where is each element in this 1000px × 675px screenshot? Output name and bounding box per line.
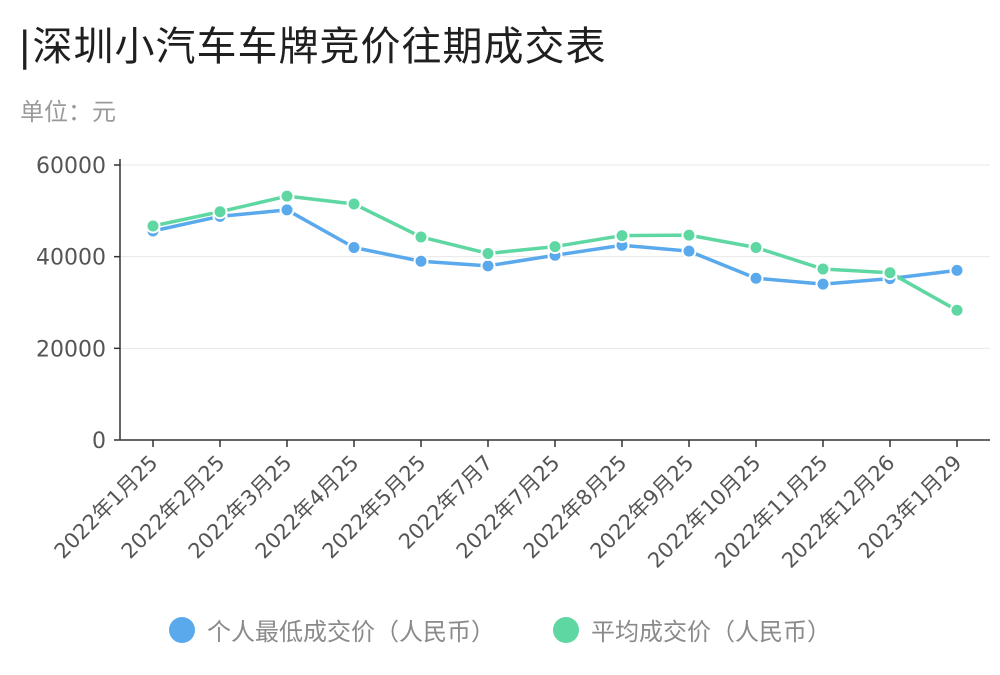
series-2-point-5 [480,245,496,261]
y-tick-label-0: 0 [92,429,106,454]
series-1-point-5 [480,258,496,274]
chart-legend: 个人最低成交价（人民币） 平均成交价（人民币） [0,612,1000,647]
legend-label-series-1: 个人最低成交价（人民币） [207,618,495,646]
series-2-point-1 [212,204,228,220]
x-tick-label-11: 2022年12月26 [777,451,899,573]
series-1-point-8 [681,243,697,259]
series-1-point-9 [748,270,764,286]
series-2-point-3 [346,196,362,212]
series-2-point-0 [145,218,161,234]
chart-subtitle-unit: 单位：元 [20,98,116,126]
line-chart: 02000040000600002022年1月252022年2月252022年3… [36,154,990,573]
series-2-point-7 [614,228,630,244]
legend-swatch-series-1 [169,616,195,643]
x-tick-label-10: 2022年11月25 [710,451,832,573]
y-tick-label-1: 20000 [36,337,106,362]
legend-label-series-2: 平均成交价（人民币） [591,618,831,646]
series-2-point-11 [882,265,898,281]
series-2-point-8 [681,227,697,243]
series-1-point-4 [413,253,429,269]
y-tick-label-3: 60000 [36,154,106,179]
series-1-point-12 [949,262,965,278]
series-1-point-10 [815,276,831,292]
x-tick-label-9: 2022年10月25 [643,451,765,573]
legend-item-series-1[interactable]: 个人最低成交价（人民币） [169,612,495,647]
series-2-point-4 [413,229,429,245]
series-2-point-9 [748,240,764,255]
chart-title: |深圳小汽车车牌竞价往期成交表 [18,24,607,70]
series-1-point-2 [279,202,295,218]
legend-swatch-series-2 [553,616,579,643]
series-2-point-12 [949,302,965,318]
series-2-point-6 [547,239,563,255]
y-tick-label-2: 40000 [36,246,106,271]
legend-item-series-2[interactable]: 平均成交价（人民币） [553,612,831,647]
series-2-point-2 [279,188,295,204]
series-2-point-10 [815,261,831,277]
series-1-point-3 [346,240,362,255]
